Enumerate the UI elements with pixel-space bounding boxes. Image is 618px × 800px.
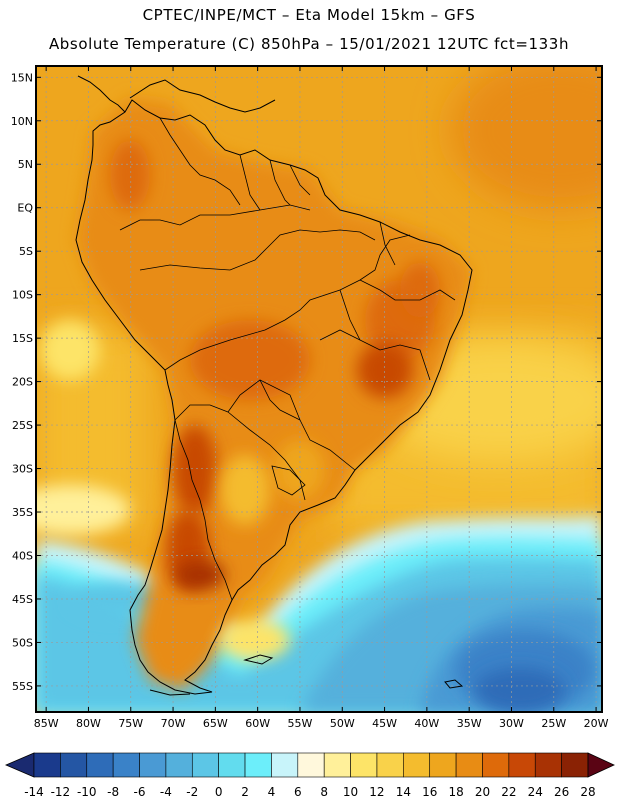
colorbar-low-arrow [4, 752, 35, 778]
lon-label: 20W [584, 717, 609, 730]
colorbar-tick-label: -4 [160, 785, 172, 799]
colorbar-swatch [244, 752, 272, 778]
lat-label: EQ [17, 202, 33, 215]
lon-label: 85W [34, 717, 59, 730]
colorbar-high-arrow [587, 752, 615, 778]
colorbar-tick-label: 0 [215, 785, 223, 799]
colorbar-tick-label: 14 [396, 785, 411, 799]
lon-label: 45W [372, 717, 397, 730]
lat-label: 35S [12, 506, 33, 519]
colorbar-swatch [455, 752, 483, 778]
colorbar-tick-label: 8 [320, 785, 328, 799]
colorbar-tick-label: -10 [77, 785, 97, 799]
colorbar-swatch [429, 752, 457, 778]
colorbar-tick-label: 16 [422, 785, 437, 799]
lat-label: 10N [11, 115, 33, 128]
colorbar-swatch [218, 752, 246, 778]
lon-label: 60W [245, 717, 270, 730]
colorbar-tick-label: 2 [241, 785, 249, 799]
colorbar-tick-label: 18 [448, 785, 463, 799]
lat-label: 15N [11, 71, 33, 84]
colorbar-swatch [350, 752, 378, 778]
lat-label: 45S [12, 593, 33, 606]
graticule [36, 66, 602, 712]
colorbar-swatch [60, 752, 88, 778]
colorbar-swatch [33, 752, 61, 778]
lon-label: 80W [76, 717, 101, 730]
colorbar: -14 -12 -10 -8 -6 -4 -2 0 2 4 6 8 10 12 14 16 18 20 22 24 26… [4, 752, 615, 799]
colorbar-swatch [191, 752, 219, 778]
colorbar-swatch [112, 752, 140, 778]
title-line-1: CPTEC/INPE/MCT – Eta Model 15km – GFS [142, 6, 476, 24]
latitude-labels: 15N 10N 5N EQ 5S 10S 15S 20S 25S 30S 35S 40S 45S 50S 5… [11, 71, 34, 693]
map-frame [35, 65, 603, 713]
colorbar-tick-label: 12 [369, 785, 384, 799]
lon-label: 70W [161, 717, 186, 730]
country-borders [119, 117, 456, 601]
lat-label: 20S [12, 376, 33, 389]
lon-label: 55W [288, 717, 313, 730]
colorbar-swatch [508, 752, 536, 778]
colorbar-tick-label: -2 [186, 785, 198, 799]
colorbar-swatch [561, 752, 589, 778]
colorbar-swatch [534, 752, 562, 778]
colorbar-swatch [86, 752, 114, 778]
colorbar-tick-label: -14 [24, 785, 44, 799]
colorbar-tick-label: 4 [268, 785, 276, 799]
colorbar-tick-label: -8 [107, 785, 119, 799]
lat-label: 10S [12, 289, 33, 302]
title-line-2: Absolute Temperature (C) 850hPa – 15/01/… [48, 35, 570, 53]
colorbar-tick-label: -12 [51, 785, 71, 799]
longitude-labels: 85W 80W 75W 70W 65W 60W 55W 50W 45W 40W 35W 30W 25W 2… [34, 717, 609, 730]
lon-label: 25W [541, 717, 566, 730]
colorbar-tick-label: 10 [343, 785, 358, 799]
colorbar-swatch [297, 752, 325, 778]
lon-label: 40W [414, 717, 439, 730]
colorbar-swatch [323, 752, 351, 778]
lat-label: 55S [12, 680, 33, 693]
colorbar-tick-label: 26 [554, 785, 569, 799]
lat-label: 30S [12, 463, 33, 476]
colorbar-tick-label: 22 [501, 785, 516, 799]
lon-label: 75W [118, 717, 143, 730]
colorbar-swatch [139, 752, 167, 778]
lat-label: 15S [12, 332, 33, 345]
lat-label: 5N [18, 158, 33, 171]
lat-label: 5S [19, 245, 33, 258]
colorbar-swatch [403, 752, 431, 778]
colorbar-swatch [271, 752, 299, 778]
colorbar-tick-label: -6 [134, 785, 146, 799]
lon-label: 50W [330, 717, 355, 730]
colorbar-tick-label: 20 [475, 785, 490, 799]
lat-label: 50S [12, 636, 33, 649]
lon-label: 35W [457, 717, 482, 730]
lat-label: 25S [12, 419, 33, 432]
lon-label: 65W [203, 717, 228, 730]
colorbar-swatch [165, 752, 193, 778]
lon-label: 30W [499, 717, 524, 730]
colorbar-swatch [482, 752, 510, 778]
lat-label: 40S [12, 549, 33, 562]
colorbar-tick-label: 24 [528, 785, 543, 799]
temperature-field [36, 66, 602, 712]
colorbar-swatch [376, 752, 404, 778]
colorbar-tick-label: 6 [294, 785, 302, 799]
coastlines [75, 75, 473, 696]
colorbar-tick-label: 28 [580, 785, 595, 799]
